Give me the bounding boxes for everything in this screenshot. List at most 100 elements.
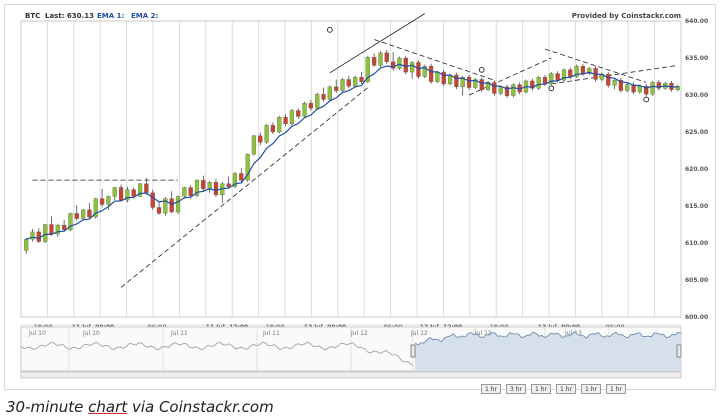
pivot-marker — [327, 27, 333, 33]
candle-body — [346, 79, 351, 87]
candle-body — [277, 117, 282, 133]
navigator-handle-right — [676, 344, 682, 358]
candle-body — [372, 57, 377, 66]
candle-body — [144, 183, 149, 193]
candle-body — [62, 225, 67, 230]
candle-body — [504, 86, 510, 96]
candle-body — [334, 86, 339, 91]
pivot-marker — [548, 85, 555, 92]
y-axis: 640.00 635.00 630.00 625.00 620.00 615.00 610.… — [685, 18, 708, 321]
candle-body — [289, 110, 295, 125]
candle-body — [106, 196, 111, 205]
ema-line — [26, 63, 678, 240]
candle-body — [321, 94, 326, 100]
caption-text-before: 30-minute — [6, 398, 89, 416]
candle-body — [441, 71, 446, 85]
price-chart: BTC Last: 630.13 EMA 1: EMA 2: Provided … — [20, 12, 708, 379]
candle-body — [80, 209, 86, 219]
candle-body — [74, 213, 79, 219]
navigator-label: Jul 10 — [82, 330, 100, 337]
navigator-label: Jul 12 — [350, 330, 368, 337]
candle-body — [555, 73, 560, 81]
candle-body — [428, 65, 434, 82]
candle-body — [296, 110, 301, 117]
range-button-2[interactable]: 3 hr — [506, 384, 526, 394]
candle-body — [612, 80, 617, 86]
candle-body — [163, 198, 168, 214]
caption-link[interactable]: chart — [88, 398, 128, 416]
navigator-label: Jul 11 — [170, 330, 188, 337]
candle-body — [245, 154, 250, 181]
range-button-5[interactable]: 1 hr — [581, 384, 601, 394]
candle-body — [403, 57, 408, 73]
candle-body — [112, 187, 117, 197]
candle-body — [258, 135, 263, 143]
trendline — [374, 39, 495, 81]
candle-body — [302, 102, 307, 117]
candle-body — [175, 196, 181, 213]
candle-body — [473, 79, 478, 88]
candle-body — [49, 224, 54, 235]
range-button-1[interactable]: 1 hr — [481, 384, 501, 394]
navigator-handle-left — [410, 344, 416, 358]
candle-body — [618, 80, 624, 91]
candle-body — [315, 94, 320, 109]
range-button-3[interactable]: 1 hr — [531, 384, 551, 394]
candle-body — [549, 73, 554, 85]
y-tick-label: 640.00 — [685, 18, 708, 25]
trendline — [468, 57, 552, 96]
trendline — [544, 48, 647, 83]
y-tick-label: 600.00 — [685, 314, 708, 321]
candle-body — [568, 69, 573, 77]
pivot-markers — [327, 27, 650, 103]
candle-body — [125, 189, 130, 201]
candle-body — [498, 86, 503, 94]
candle-body — [251, 135, 257, 155]
candle-body — [30, 231, 35, 240]
candle-body — [365, 57, 370, 82]
candle-body — [644, 85, 649, 95]
ema2-label: EMA 2: — [131, 12, 158, 20]
candle-body — [207, 182, 212, 190]
candle-body — [511, 84, 516, 96]
candle-body — [384, 52, 389, 62]
candle-body — [466, 77, 472, 88]
candle-body — [188, 187, 193, 196]
range-button-6[interactable]: 1 hr — [606, 384, 626, 394]
navigator-label: Jul 11 — [262, 330, 280, 337]
candle-body — [226, 183, 231, 187]
ema1-label: EMA 1: — [97, 12, 124, 20]
candle-body — [118, 187, 124, 201]
candle-body — [479, 79, 484, 90]
navigator[interactable]: Jul 10 Jul 10 Jul 11 Jul 11 Jul 12 Jul 12 Jul … — [20, 326, 682, 379]
y-tick-label: 625.00 — [685, 129, 708, 136]
candle-body — [169, 198, 174, 213]
trendline — [120, 87, 369, 288]
candle-body — [359, 77, 364, 82]
candle-body — [213, 182, 219, 196]
last-price-label: Last: 630.13 — [45, 12, 94, 20]
candle-body — [36, 231, 41, 242]
navigator-label: Jul 12 — [474, 330, 492, 337]
candle-body — [460, 77, 465, 88]
candle-body — [631, 84, 636, 93]
y-tick-label: 635.00 — [685, 55, 708, 62]
candle-body — [378, 52, 383, 66]
range-button-4[interactable]: 1 hr — [556, 384, 576, 394]
candle-body — [156, 207, 162, 214]
candle-body — [409, 62, 415, 73]
candle-body — [137, 183, 143, 197]
candle-body — [530, 80, 535, 89]
candle-body — [675, 85, 680, 90]
candle-body — [327, 86, 332, 100]
figure-caption: 30-minute chart via Coinstackr.com — [6, 398, 274, 416]
navigator-scrollbar — [20, 371, 682, 379]
candle-body — [536, 77, 541, 89]
candle-body — [43, 224, 48, 242]
candle-body — [656, 82, 661, 89]
candle-body — [283, 117, 288, 125]
trendline — [551, 65, 678, 85]
candle-body — [99, 198, 105, 205]
candle-body — [580, 65, 586, 74]
candle-body — [270, 125, 276, 133]
